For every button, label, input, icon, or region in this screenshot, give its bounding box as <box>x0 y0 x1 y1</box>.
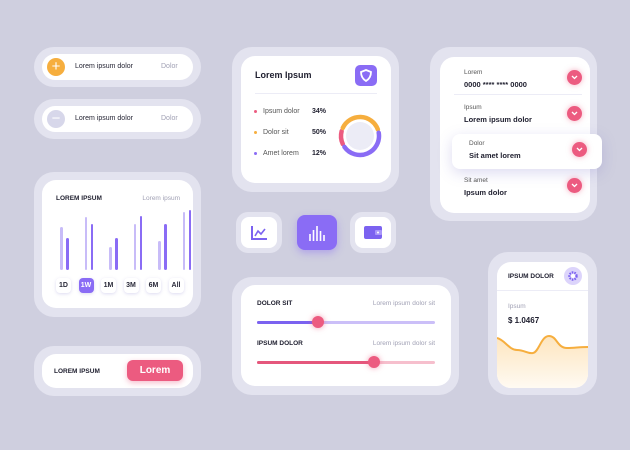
row-value: Dolor <box>161 115 178 122</box>
bar-chart-tile[interactable] <box>294 212 340 253</box>
row-value: Dolor <box>161 63 178 70</box>
bar-card-title: LOREM IPSUM <box>56 195 102 202</box>
legend-label: Amet lorem <box>263 150 299 157</box>
price-card-title: IPSUM DOLOR <box>508 273 554 280</box>
divider <box>454 94 582 95</box>
bar <box>139 216 142 270</box>
price-value: $ 1.0467 <box>508 316 540 325</box>
range-1m[interactable]: 1M <box>101 278 116 293</box>
range-1d[interactable]: 1D <box>56 278 71 293</box>
slider-label: DOLOR SIT <box>257 300 293 307</box>
bar <box>90 224 93 270</box>
shield-icon[interactable] <box>355 65 377 86</box>
legend-value: 50% <box>312 129 327 136</box>
row-label: Lorem ipsum dolor <box>75 115 133 122</box>
bar-chart-icon <box>309 225 325 241</box>
donut-segment <box>338 128 346 147</box>
action-card-inner: LOREM IPSUM Lorem <box>42 354 193 388</box>
range-1w[interactable]: 1W <box>78 278 94 293</box>
price-sparkline <box>497 334 588 388</box>
chevron-down-icon[interactable] <box>572 142 587 157</box>
list-item-value: 0000 **** **** 0000 <box>464 80 527 89</box>
bar-card-inner: LOREM IPSUM Lorem ipsum 1D 1W 1M 3M 6M All <box>42 180 193 308</box>
slider-thumb[interactable] <box>368 356 381 368</box>
price-card-inner: IPSUM DOLOR Ipsum $ 1.0467 <box>497 262 588 388</box>
donut-card-title: Lorem Ipsum <box>255 70 312 80</box>
slider-fill <box>257 361 375 364</box>
slider-track[interactable] <box>257 356 435 368</box>
toggle-row-2-inner[interactable]: − Lorem ipsum dolor Dolor <box>42 106 193 132</box>
list-item-label: Sit amet <box>464 177 488 184</box>
bar <box>188 210 191 270</box>
price-label: Ipsum <box>508 303 526 310</box>
bar <box>109 247 112 270</box>
bar <box>182 212 185 270</box>
wallet-icon <box>364 226 382 239</box>
chevron-down-icon[interactable] <box>567 106 582 121</box>
slider-thumb[interactable] <box>311 316 324 328</box>
bar <box>158 241 161 270</box>
legend-dot <box>254 110 257 113</box>
slider-card-inner: DOLOR SIT Lorem ipsum dolor sit IPSUM DOLO… <box>241 285 451 386</box>
legend-value: 12% <box>312 150 327 157</box>
range-all[interactable]: All <box>168 278 184 293</box>
plus-icon[interactable]: + <box>47 58 65 76</box>
legend-label: Ipsum dolor <box>263 108 300 115</box>
line-chart-tile[interactable] <box>236 212 282 253</box>
slider-hint: Lorem ipsum dolor sit <box>372 340 435 347</box>
list-item-value: Lorem ipsum dolor <box>464 115 532 124</box>
divider <box>255 93 377 94</box>
slider-fill <box>257 321 318 324</box>
donut-segment <box>342 130 382 158</box>
wallet-tile[interactable] <box>350 212 396 253</box>
divider <box>497 290 588 291</box>
range-6m[interactable]: 6M <box>146 278 161 293</box>
legend-dot <box>254 131 257 134</box>
lorem-button[interactable]: Lorem <box>127 360 183 381</box>
list-item-value: Ipsum dolor <box>464 188 507 197</box>
legend-dot <box>254 152 257 155</box>
donut-segment <box>340 114 381 132</box>
row-label: Lorem ipsum dolor <box>75 63 133 70</box>
list-item-label: Lorem <box>464 69 483 76</box>
chevron-down-icon[interactable] <box>567 70 582 85</box>
gear-icon[interactable] <box>564 267 582 285</box>
bar <box>60 227 63 270</box>
bar <box>115 238 118 270</box>
list-item-value: Sit amet lorem <box>469 151 521 160</box>
action-label: LOREM IPSUM <box>54 368 100 375</box>
legend-value: 34% <box>312 108 327 115</box>
donut-chart <box>338 114 382 158</box>
chevron-down-icon[interactable] <box>567 178 582 193</box>
bar <box>164 224 167 270</box>
list-item-label: Dolor <box>469 140 485 147</box>
bar-card-subtitle: Lorem ipsum <box>142 195 180 202</box>
bar-chart <box>56 208 191 270</box>
bar <box>66 238 69 270</box>
bar <box>133 224 136 270</box>
list-item-label: Ipsum <box>464 104 482 111</box>
slider-track[interactable] <box>257 316 435 328</box>
line-chart-icon <box>251 225 267 240</box>
donut-card-inner: Lorem Ipsum Ipsum dolor 34% Dolor sit 50% Am… <box>241 56 391 183</box>
bar <box>84 217 87 270</box>
minus-icon[interactable]: − <box>47 110 65 128</box>
legend-label: Dolor sit <box>263 129 289 136</box>
toggle-row-1-inner[interactable]: + Lorem ipsum dolor Dolor <box>42 54 193 80</box>
range-3m[interactable]: 3M <box>123 278 139 293</box>
slider-label: IPSUM DOLOR <box>257 340 303 347</box>
slider-hint: Lorem ipsum dolor sit <box>372 300 435 307</box>
